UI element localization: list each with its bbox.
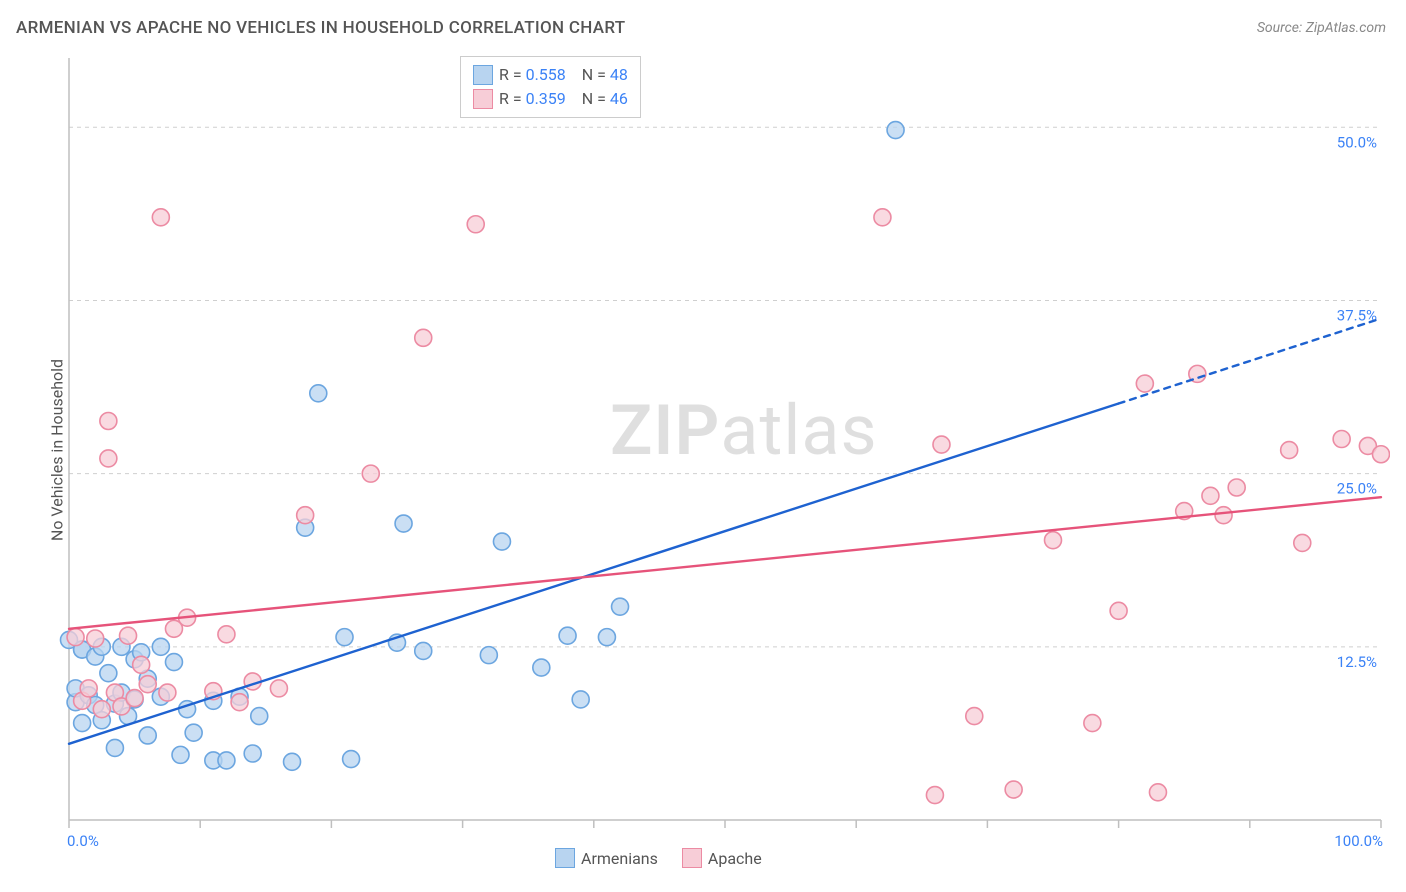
y-axis-label: No Vehicles in Household (48, 359, 67, 541)
svg-text:12.5%: 12.5% (1337, 653, 1377, 671)
svg-text:25.0%: 25.0% (1337, 480, 1377, 498)
series-legend: Armenians Apache (555, 848, 762, 868)
svg-text:50.0%: 50.0% (1337, 133, 1377, 151)
legend-n: N = 46 (582, 87, 628, 111)
series-legend-item: Armenians (555, 848, 658, 868)
source-label: Source: ZipAtlas.com (1257, 20, 1386, 36)
series-legend-item: Apache (682, 848, 762, 868)
plot-area: No Vehicles in Household 12.5%25.0%37.5%… (45, 50, 1390, 850)
legend-r: R = 0.359 (499, 87, 566, 111)
legend-swatch (682, 848, 702, 868)
svg-text:100.0%: 100.0% (1334, 832, 1383, 850)
svg-text:0.0%: 0.0% (67, 832, 99, 850)
series-name: Armenians (581, 849, 658, 868)
legend-row: R = 0.558 N = 48 (473, 63, 628, 87)
legend-row: R = 0.359 N = 46 (473, 87, 628, 111)
legend-r: R = 0.558 (499, 63, 566, 87)
chart-container: ARMENIAN VS APACHE NO VEHICLES IN HOUSEH… (0, 0, 1406, 892)
legend-swatch (555, 848, 575, 868)
correlation-legend: R = 0.558 N = 48 R = 0.359 N = 46 (460, 56, 641, 118)
legend-swatch (473, 65, 493, 85)
series-name: Apache (708, 849, 762, 868)
legend-n: N = 48 (582, 63, 628, 87)
legend-swatch (473, 89, 493, 109)
chart-svg: 12.5%25.0%37.5%50.0%0.0%100.0% (45, 50, 1390, 850)
chart-title: ARMENIAN VS APACHE NO VEHICLES IN HOUSEH… (16, 18, 625, 38)
